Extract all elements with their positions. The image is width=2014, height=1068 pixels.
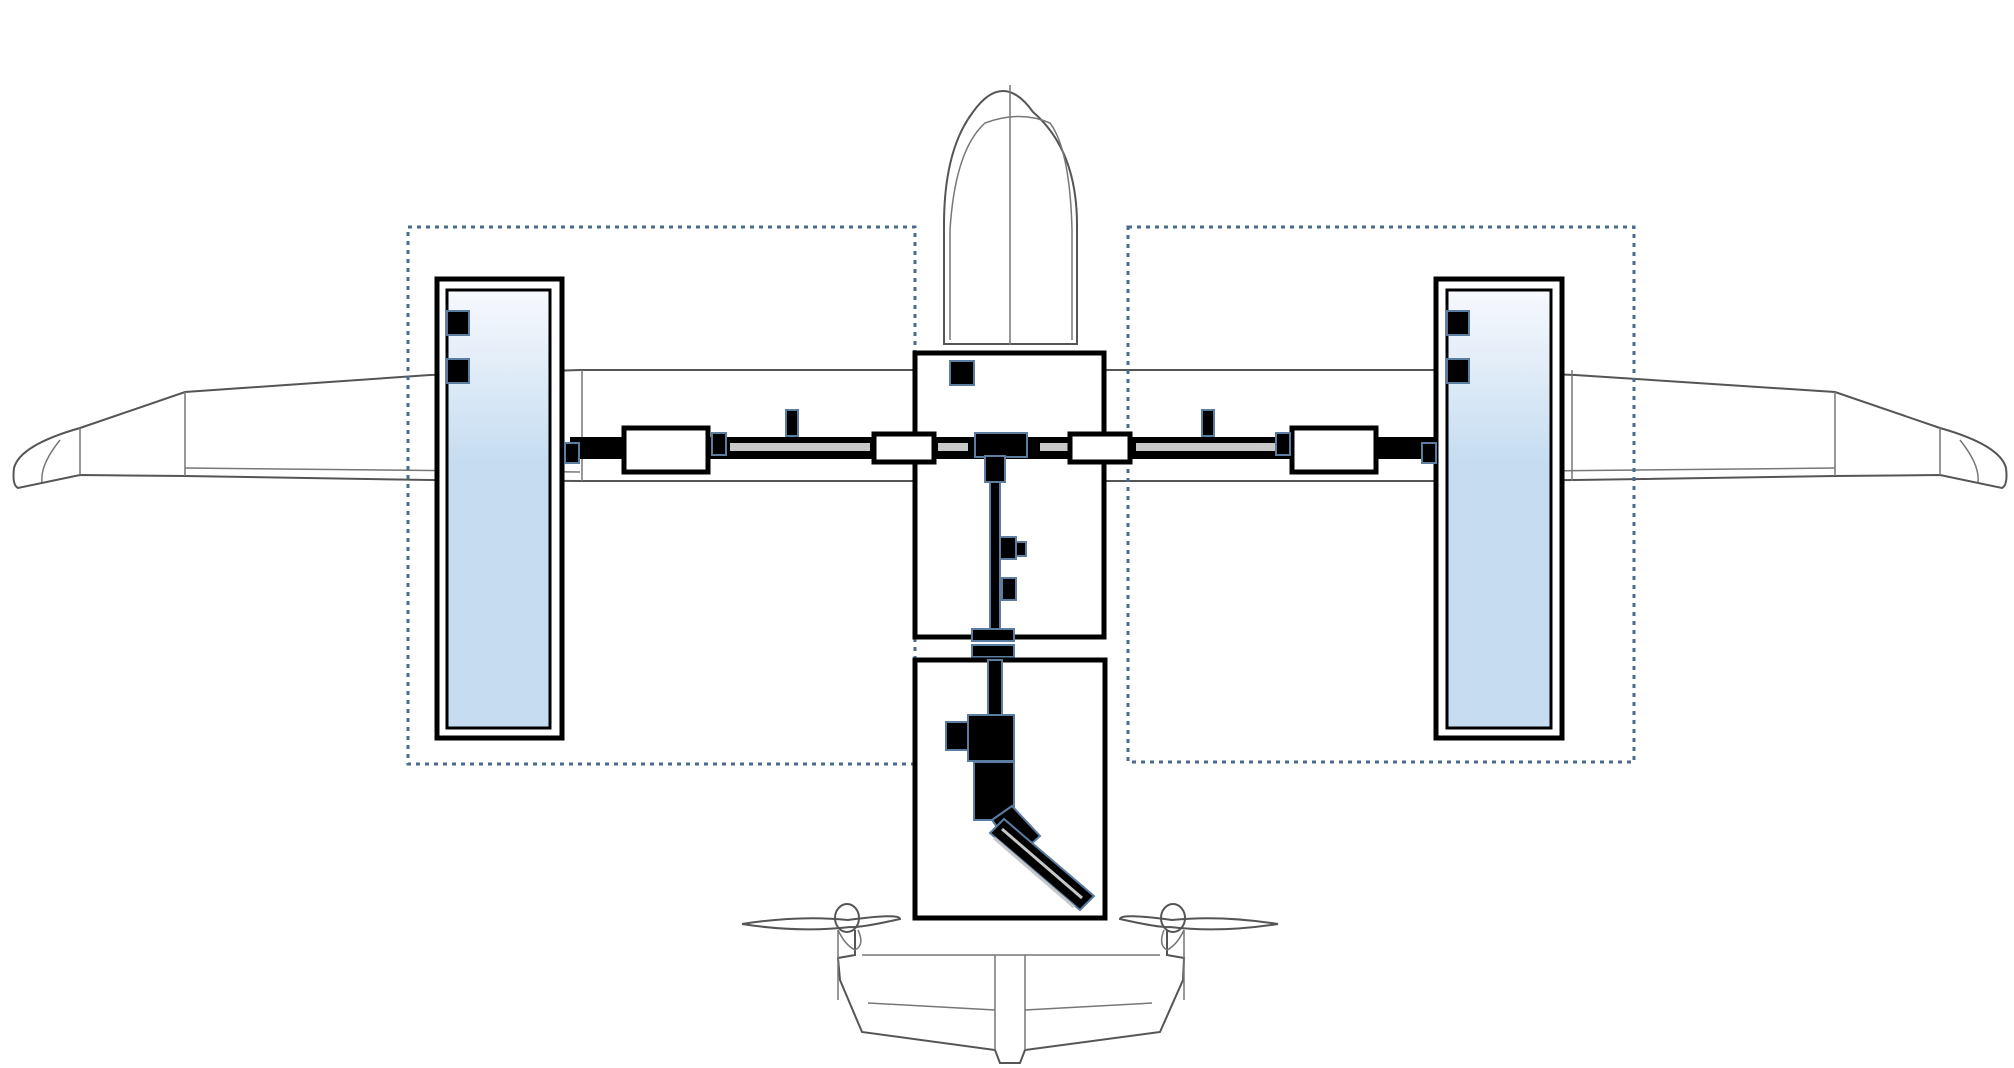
right-propeller: [1118, 903, 1279, 951]
right-end-connector: [1421, 442, 1437, 464]
center-top-sensor: [949, 360, 975, 386]
shaft-joint-upper: [971, 628, 1015, 642]
right-shaft-tab: [1201, 409, 1215, 437]
lower-gearbox: [967, 714, 1015, 762]
center-side-sensor-1b: [1015, 541, 1027, 557]
right-panel-sensor-2: [1446, 358, 1470, 384]
right-wing-outline: [1105, 369, 2008, 490]
right-propeller-nacelle: [1160, 929, 1185, 951]
left-inner-coupler: [871, 431, 937, 465]
left-outer-coupler: [621, 425, 711, 475]
left-propeller-hub: [834, 903, 860, 933]
right-wing-tip: [1834, 392, 1979, 483]
left-coupler-connector: [711, 432, 727, 456]
tail-boom-lines: [837, 930, 1185, 1000]
right-coupler-connector: [1275, 432, 1291, 456]
center-gearbox-neck: [984, 455, 1006, 483]
left-shaft-tab: [785, 409, 799, 437]
tail-outline: [836, 930, 1186, 1064]
right-propeller-hub: [1160, 903, 1186, 933]
right-propeller-blade: [1118, 915, 1279, 931]
left-wing-panel-fill: [445, 288, 552, 730]
tail-inner-lines: [862, 954, 1160, 1050]
left-wing-outline: [12, 369, 915, 490]
nose-outline: [943, 90, 1078, 345]
vertical-shaft-upper: [989, 481, 1001, 635]
shaft-joint-lower: [971, 644, 1015, 658]
left-propeller-blade: [741, 915, 902, 931]
angled-arm: [988, 804, 1096, 912]
vertical-shaft-lower: [987, 659, 1003, 719]
right-wing-panel: [1433, 276, 1565, 741]
left-propeller: [741, 903, 902, 951]
right-wing-panel-fill: [1445, 288, 1553, 730]
lower-side-sensor: [945, 721, 969, 751]
right-inner-coupler: [1067, 431, 1133, 465]
left-panel-sensor-2: [446, 358, 470, 384]
center-side-sensor-1: [999, 536, 1017, 560]
nose-inner-line: [949, 115, 1073, 340]
aircraft-outline: [12, 85, 2008, 1064]
left-panel-sensor-1: [446, 310, 470, 336]
right-zone: [1126, 225, 1636, 764]
center-side-sensor-2: [1001, 577, 1017, 601]
right-outer-coupler: [1289, 425, 1379, 475]
left-wing-tip: [41, 392, 186, 483]
left-wing-panel: [434, 276, 565, 741]
center-gearbox: [974, 432, 1028, 458]
left-propeller-nacelle: [837, 929, 862, 951]
left-end-connector: [564, 442, 580, 464]
right-panel-sensor-1: [1446, 310, 1470, 336]
